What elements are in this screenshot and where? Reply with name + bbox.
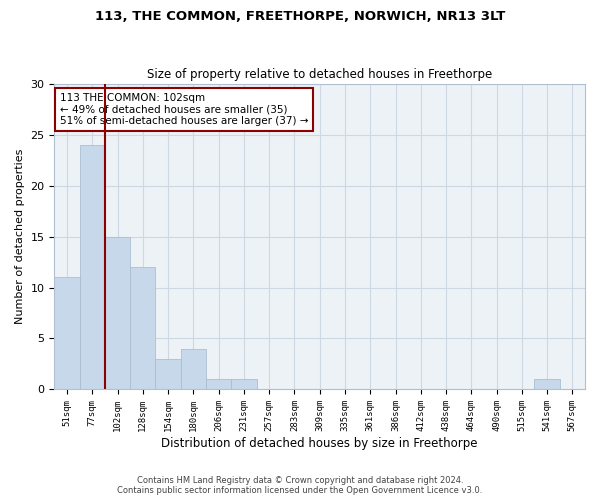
Bar (155, 359, 181, 390)
Bar (105, 236, 130, 390)
Bar (55, 278, 80, 390)
Text: Contains HM Land Registry data © Crown copyright and database right 2024.
Contai: Contains HM Land Registry data © Crown c… (118, 476, 482, 495)
Bar (80, 144, 105, 390)
Bar (535, 380, 560, 390)
Text: 113 THE COMMON: 102sqm
← 49% of detached houses are smaller (35)
51% of semi-det: 113 THE COMMON: 102sqm ← 49% of detached… (60, 92, 308, 126)
Bar (231, 380, 257, 390)
Bar (206, 380, 231, 390)
Y-axis label: Number of detached properties: Number of detached properties (15, 149, 25, 324)
Bar (181, 348, 206, 390)
Text: 113, THE COMMON, FREETHORPE, NORWICH, NR13 3LT: 113, THE COMMON, FREETHORPE, NORWICH, NR… (95, 10, 505, 23)
X-axis label: Distribution of detached houses by size in Freethorpe: Distribution of detached houses by size … (161, 437, 478, 450)
Bar (130, 267, 155, 390)
Title: Size of property relative to detached houses in Freethorpe: Size of property relative to detached ho… (147, 68, 493, 81)
